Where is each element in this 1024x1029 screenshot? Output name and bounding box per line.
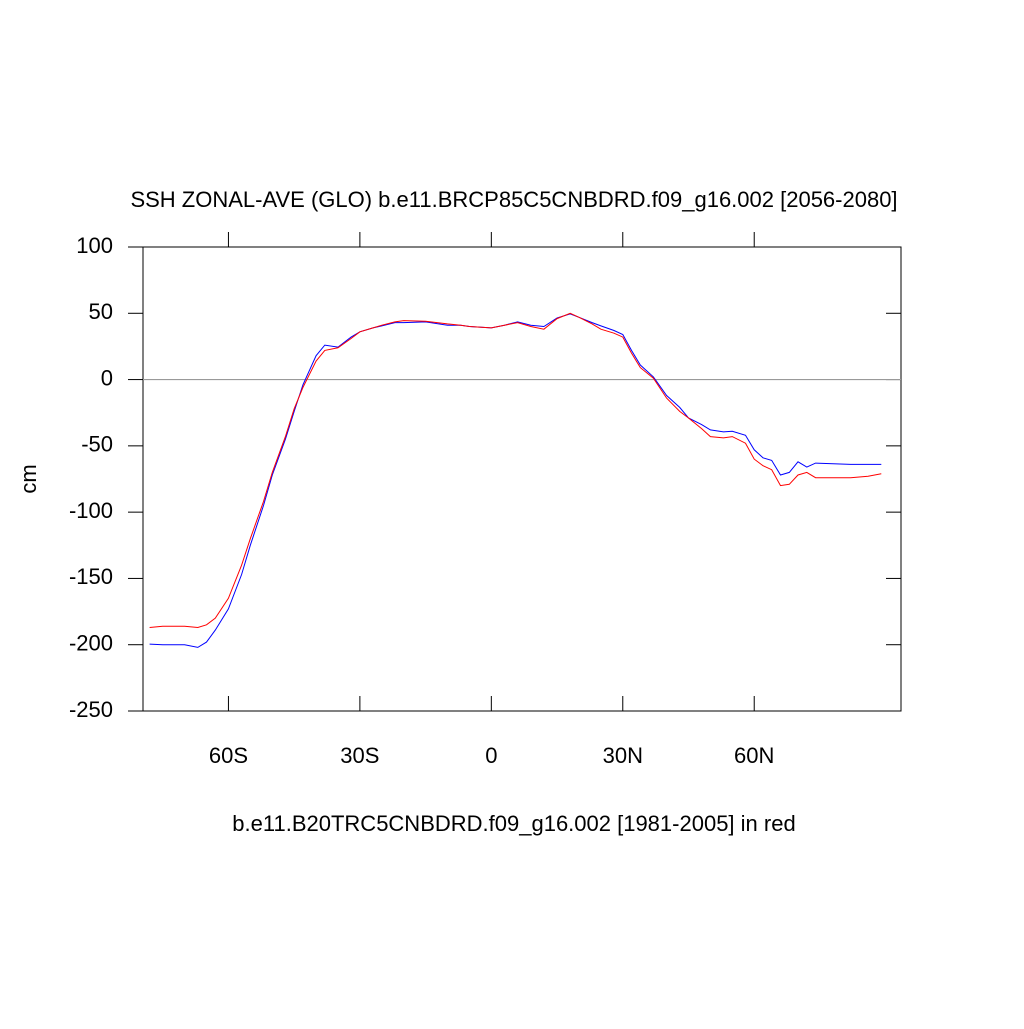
y-tick-label: -200 <box>69 631 113 656</box>
series-line <box>149 312 882 629</box>
plot-frame <box>142 246 902 712</box>
y-axis-label: cm <box>16 464 41 493</box>
x-tick-label: 60S <box>209 743 248 768</box>
chart-title: SSH ZONAL-AVE (GLO) b.e11.BRCP85C5CNBDRD… <box>130 187 897 212</box>
x-tick-label: 30S <box>340 743 379 768</box>
x-tick-label: 30N <box>603 743 643 768</box>
x-tick-label: 0 <box>485 743 497 768</box>
series-line <box>149 313 882 648</box>
x-axis-label: b.e11.B20TRC5CNBDRD.f09_g16.002 [1981-20… <box>232 811 795 836</box>
x-tick-label: 60N <box>734 743 774 768</box>
y-tick-label: -50 <box>81 432 113 457</box>
y-tick-label: -250 <box>69 697 113 722</box>
y-tick-label: 50 <box>89 299 113 324</box>
y-tick-label: 100 <box>76 233 113 258</box>
y-tick-label: 0 <box>101 365 113 390</box>
y-tick-label: -150 <box>69 564 113 589</box>
y-tick-label: -100 <box>69 498 113 523</box>
